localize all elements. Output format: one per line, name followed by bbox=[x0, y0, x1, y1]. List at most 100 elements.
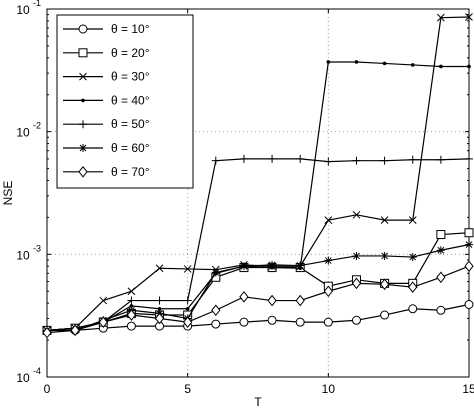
y-tick-label: 10 bbox=[16, 126, 30, 140]
marker bbox=[408, 216, 417, 224]
marker bbox=[155, 264, 164, 273]
y-tick-label: 10 bbox=[16, 371, 30, 385]
marker bbox=[42, 326, 52, 339]
marker bbox=[295, 294, 305, 307]
legend-label: θ = 30° bbox=[111, 70, 150, 84]
marker bbox=[464, 299, 474, 309]
marker bbox=[324, 216, 333, 224]
marker bbox=[382, 61, 387, 66]
marker bbox=[408, 304, 418, 314]
marker bbox=[436, 246, 445, 255]
series-line bbox=[47, 244, 470, 331]
y-tick-exponent: -1 bbox=[33, 0, 41, 8]
marker bbox=[439, 64, 443, 69]
legend-box bbox=[56, 14, 194, 189]
y-tick-exponent: -2 bbox=[33, 121, 41, 131]
y-tick-exponent: -4 bbox=[33, 366, 41, 376]
x-axis-label: T bbox=[254, 395, 262, 409]
marker bbox=[380, 156, 389, 165]
marker bbox=[211, 304, 221, 317]
marker bbox=[323, 285, 333, 298]
marker bbox=[436, 271, 446, 284]
marker bbox=[408, 155, 417, 164]
marker bbox=[351, 277, 362, 290]
marker bbox=[154, 312, 165, 325]
marker bbox=[324, 157, 333, 166]
y-tick-exponent: -3 bbox=[33, 243, 41, 253]
marker bbox=[211, 268, 220, 277]
marker bbox=[296, 261, 305, 270]
series-line bbox=[46, 158, 470, 331]
legend-label: θ = 20° bbox=[111, 46, 150, 60]
marker bbox=[437, 13, 445, 22]
marker bbox=[408, 281, 418, 293]
x-tick-label: 0 bbox=[44, 382, 51, 396]
marker bbox=[98, 316, 108, 328]
marker bbox=[380, 216, 389, 224]
marker bbox=[99, 296, 108, 305]
x-tick-label: 15 bbox=[462, 382, 474, 396]
series-line bbox=[46, 265, 470, 334]
marker bbox=[185, 306, 190, 311]
marker bbox=[352, 210, 361, 219]
y-axis-label: NSE bbox=[1, 181, 15, 206]
marker bbox=[410, 63, 415, 67]
marker bbox=[211, 156, 220, 165]
marker bbox=[323, 317, 333, 327]
marker bbox=[81, 98, 85, 103]
marker bbox=[267, 294, 277, 307]
marker bbox=[239, 291, 249, 303]
marker bbox=[380, 251, 389, 260]
x-tick-label: 5 bbox=[184, 382, 191, 396]
marker bbox=[267, 315, 277, 325]
marker bbox=[239, 154, 248, 163]
marker bbox=[79, 144, 87, 152]
marker bbox=[127, 287, 136, 296]
legend-label: θ = 60° bbox=[111, 141, 150, 155]
y-tick-label: 10 bbox=[16, 248, 30, 262]
marker bbox=[464, 228, 474, 238]
marker bbox=[155, 296, 164, 305]
marker bbox=[183, 316, 193, 328]
marker bbox=[324, 256, 333, 265]
marker bbox=[408, 253, 417, 262]
marker bbox=[354, 60, 359, 64]
marker bbox=[436, 305, 446, 315]
x-tick-label: 10 bbox=[322, 382, 336, 396]
marker bbox=[436, 230, 446, 240]
marker bbox=[465, 154, 473, 163]
marker bbox=[268, 154, 277, 163]
marker bbox=[352, 156, 361, 165]
marker bbox=[78, 165, 88, 178]
marker bbox=[465, 13, 473, 21]
marker bbox=[70, 324, 80, 337]
marker bbox=[465, 240, 473, 249]
y-tick-label: 10 bbox=[16, 3, 30, 17]
marker bbox=[380, 310, 390, 320]
marker bbox=[379, 278, 390, 291]
plot-frame bbox=[46, 8, 470, 378]
marker bbox=[436, 155, 445, 164]
marker bbox=[79, 72, 87, 81]
marker bbox=[464, 260, 474, 273]
marker bbox=[351, 315, 361, 325]
marker bbox=[295, 317, 305, 327]
marker bbox=[126, 321, 136, 331]
marker bbox=[78, 24, 88, 34]
marker bbox=[239, 317, 249, 327]
marker bbox=[79, 120, 87, 129]
legend-label: θ = 10° bbox=[111, 22, 150, 36]
marker bbox=[126, 309, 137, 321]
marker bbox=[183, 265, 192, 273]
marker bbox=[183, 296, 192, 305]
marker bbox=[78, 48, 88, 58]
marker bbox=[268, 260, 277, 269]
series-line bbox=[46, 232, 470, 331]
marker bbox=[211, 319, 221, 329]
series-line bbox=[47, 303, 470, 331]
marker bbox=[467, 64, 471, 69]
marker bbox=[296, 154, 305, 163]
marker bbox=[352, 251, 361, 260]
marker bbox=[127, 296, 136, 305]
